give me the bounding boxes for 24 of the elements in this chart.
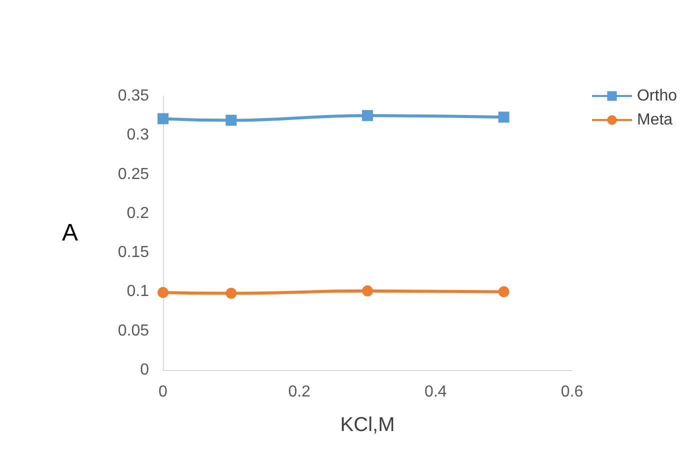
x-tick-label: 0.4 [424,384,447,400]
y-axis-title: A [62,220,78,246]
legend-label: Meta [636,112,673,128]
y-tick-label: 0.2 [126,204,150,222]
x-tick-label: 0.6 [560,384,584,400]
y-tick-label: 0.05 [118,322,150,340]
y-tick-label: 0.1 [126,283,150,300]
point [362,110,373,122]
x-axis-title: KCl,M [340,414,395,436]
y-tick-label: 0 [140,362,150,378]
legend-label: Ortho [636,88,678,104]
point [362,285,373,296]
y-tick-label: 0.25 [118,166,150,183]
point [498,286,510,298]
point [226,114,237,126]
point [158,287,168,298]
y-tick-label: 0.3 [126,126,150,144]
y-tick-label: 0.35 [118,88,150,104]
point [226,288,237,299]
point [498,112,510,123]
point [158,113,168,124]
y-tick-label: 0.15 [118,244,150,262]
x-tick-label: 0 [158,384,168,400]
x-tick-label: 0.2 [288,384,311,400]
